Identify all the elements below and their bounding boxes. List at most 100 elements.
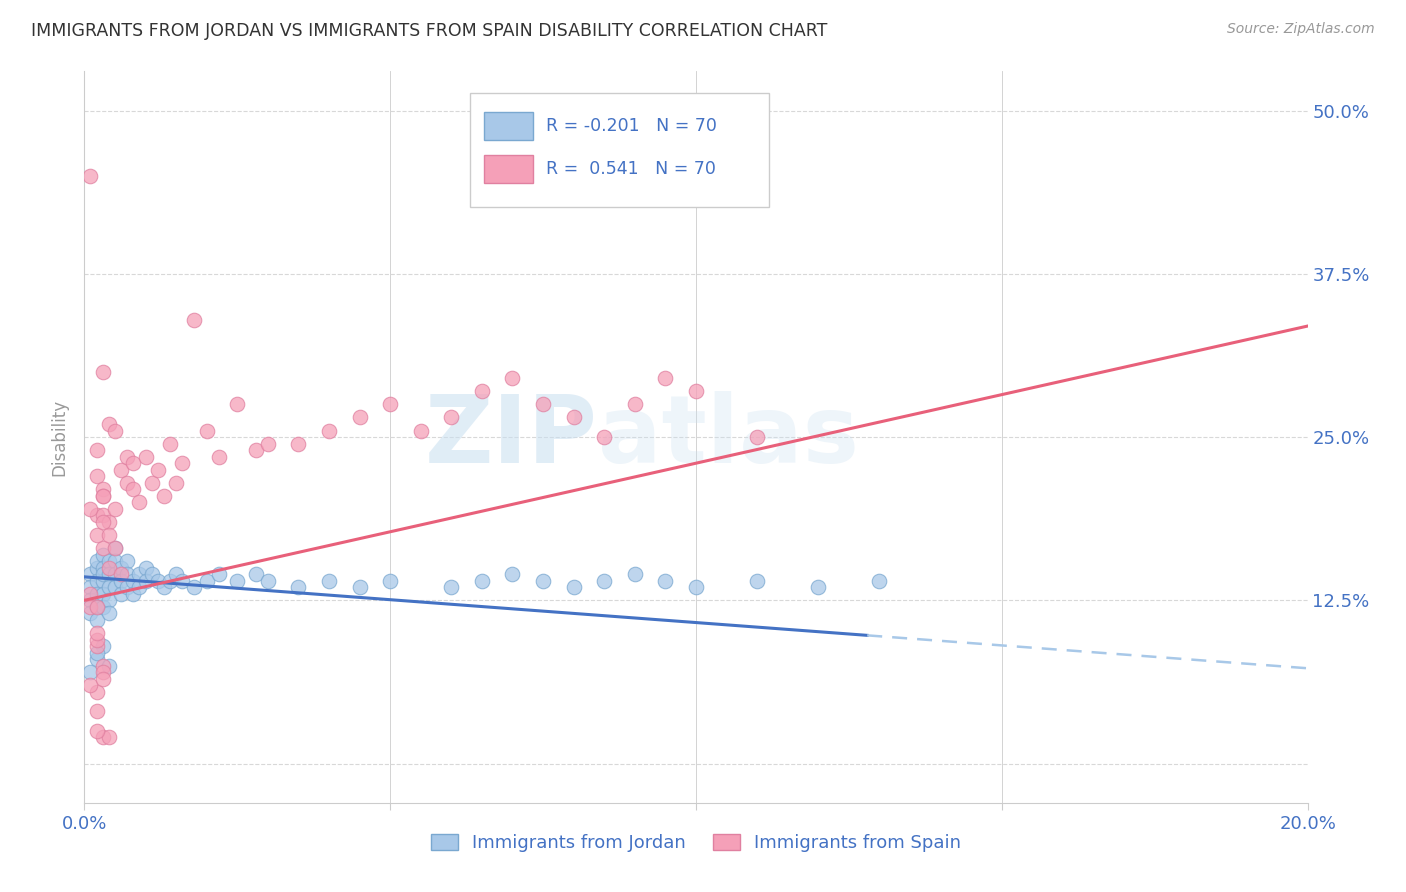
Point [122, 587, 145, 601]
Point [86, 508, 108, 523]
Point [97, 567, 120, 582]
Point [86, 723, 108, 738]
Point [91, 489, 114, 503]
Point [562, 580, 585, 594]
Point [115, 450, 138, 464]
Point [110, 574, 132, 588]
Point [165, 475, 187, 490]
Point [79, 587, 101, 601]
Point [122, 456, 145, 470]
Point [91, 599, 114, 614]
Point [79, 502, 101, 516]
Point [86, 685, 108, 699]
Point [86, 560, 108, 574]
Point [86, 587, 108, 601]
Point [128, 567, 150, 582]
Point [86, 443, 108, 458]
Point [97, 560, 120, 574]
Point [562, 410, 585, 425]
Point [86, 599, 108, 614]
Point [115, 567, 138, 582]
Point [97, 580, 120, 594]
Point [172, 456, 194, 470]
Point [86, 626, 108, 640]
Point [91, 508, 114, 523]
Point [195, 574, 218, 588]
Point [79, 567, 101, 582]
Point [104, 580, 127, 594]
Text: ZIP: ZIP [425, 391, 598, 483]
Point [97, 607, 120, 621]
Point [104, 554, 127, 568]
Point [654, 574, 676, 588]
Point [471, 574, 494, 588]
Text: IMMIGRANTS FROM JORDAN VS IMMIGRANTS FROM SPAIN DISABILITY CORRELATION CHART: IMMIGRANTS FROM JORDAN VS IMMIGRANTS FRO… [31, 22, 827, 40]
Point [97, 593, 120, 607]
Point [91, 665, 114, 680]
Point [115, 475, 138, 490]
Point [97, 658, 120, 673]
Point [104, 567, 127, 582]
Point [807, 580, 830, 594]
Legend: Immigrants from Jordan, Immigrants from Spain: Immigrants from Jordan, Immigrants from … [423, 827, 969, 860]
Point [531, 397, 554, 411]
Point [135, 574, 157, 588]
Point [531, 574, 554, 588]
Point [91, 574, 114, 588]
Point [135, 560, 157, 574]
Point [86, 613, 108, 627]
Point [226, 574, 249, 588]
Point [79, 678, 101, 692]
FancyBboxPatch shape [470, 94, 769, 207]
Point [195, 424, 218, 438]
Point [502, 567, 524, 582]
Point [257, 574, 280, 588]
Point [146, 574, 169, 588]
Point [91, 672, 114, 686]
Bar [484, 154, 533, 183]
Point [593, 430, 616, 444]
Point [97, 528, 120, 542]
Point [165, 567, 187, 582]
Point [869, 574, 891, 588]
Point [183, 312, 205, 326]
Point [159, 436, 181, 450]
Text: atlas: atlas [598, 391, 859, 483]
Point [91, 489, 114, 503]
Point [593, 574, 616, 588]
Point [86, 705, 108, 719]
Point [624, 567, 647, 582]
Point [318, 424, 340, 438]
Point [208, 450, 231, 464]
Point [141, 567, 163, 582]
Point [685, 384, 707, 399]
Point [86, 574, 108, 588]
Point [654, 371, 676, 385]
Point [91, 587, 114, 601]
Point [128, 495, 150, 509]
Point [91, 731, 114, 745]
Point [97, 554, 120, 568]
Point [471, 384, 494, 399]
Point [128, 580, 150, 594]
Point [91, 560, 114, 574]
Point [97, 417, 120, 431]
Point [91, 365, 114, 379]
Text: R =  0.541   N = 70: R = 0.541 N = 70 [546, 160, 716, 178]
Point [409, 424, 432, 438]
Point [79, 665, 101, 680]
Point [79, 607, 101, 621]
Point [79, 593, 101, 607]
Point [97, 515, 120, 529]
Point [79, 580, 101, 594]
Point [115, 554, 138, 568]
Point [86, 646, 108, 660]
Point [91, 567, 114, 582]
Point [183, 580, 205, 594]
Point [135, 450, 157, 464]
Point [91, 548, 114, 562]
Point [380, 397, 402, 411]
Point [440, 410, 463, 425]
Point [86, 528, 108, 542]
Point [104, 424, 127, 438]
